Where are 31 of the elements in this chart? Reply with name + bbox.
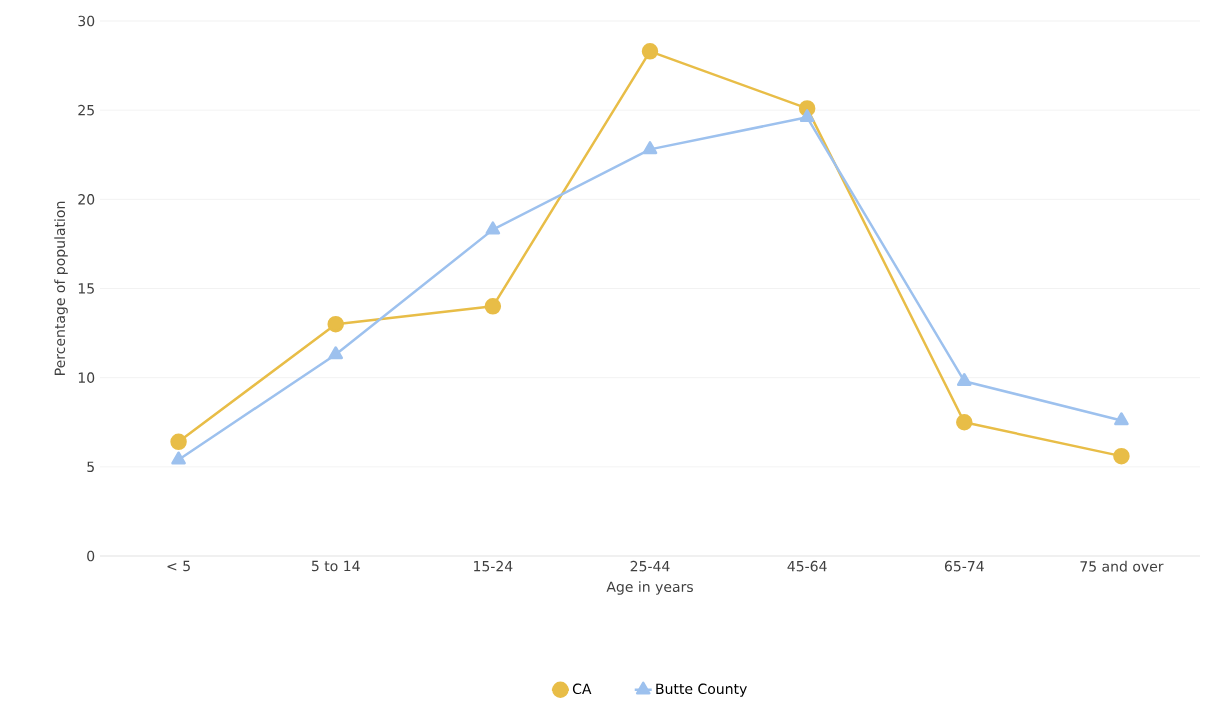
y-tick-label: 20 bbox=[78, 194, 95, 205]
point bbox=[485, 221, 501, 235]
y-tick-label: 5 bbox=[87, 461, 94, 473]
y-tick-label: 10 bbox=[78, 372, 95, 383]
x-tick-label: 5 to 14 bbox=[311, 560, 360, 572]
point bbox=[327, 315, 344, 333]
y-tick-label: 30 bbox=[78, 15, 95, 27]
x-axis-title: Age in years bbox=[606, 581, 693, 595]
x-tick-label: 15-24 bbox=[474, 560, 513, 572]
y-tick-label: 0 bbox=[87, 550, 95, 562]
y-tick-label: 15 bbox=[78, 283, 94, 294]
point bbox=[642, 141, 658, 155]
point bbox=[956, 372, 972, 386]
point bbox=[1113, 447, 1130, 465]
x-tick-label: < 5 bbox=[167, 560, 190, 572]
point bbox=[484, 298, 502, 315]
y-axis-title: Percentage of population bbox=[54, 201, 68, 375]
legend-label: Butte County bbox=[656, 683, 747, 697]
point bbox=[170, 433, 187, 451]
point bbox=[956, 414, 973, 431]
x-tick-label: 65-74 bbox=[944, 560, 984, 572]
x-tick-label: 75 and over bbox=[1080, 560, 1164, 572]
point bbox=[1114, 412, 1129, 426]
point bbox=[171, 451, 186, 465]
y-tick-label: 25 bbox=[78, 104, 94, 116]
point bbox=[799, 109, 815, 123]
point bbox=[328, 346, 344, 360]
legend-label: CA bbox=[572, 683, 592, 695]
x-tick-label: 25-44 bbox=[630, 560, 670, 572]
point bbox=[641, 43, 659, 60]
x-tick-label: 45-64 bbox=[787, 560, 827, 572]
